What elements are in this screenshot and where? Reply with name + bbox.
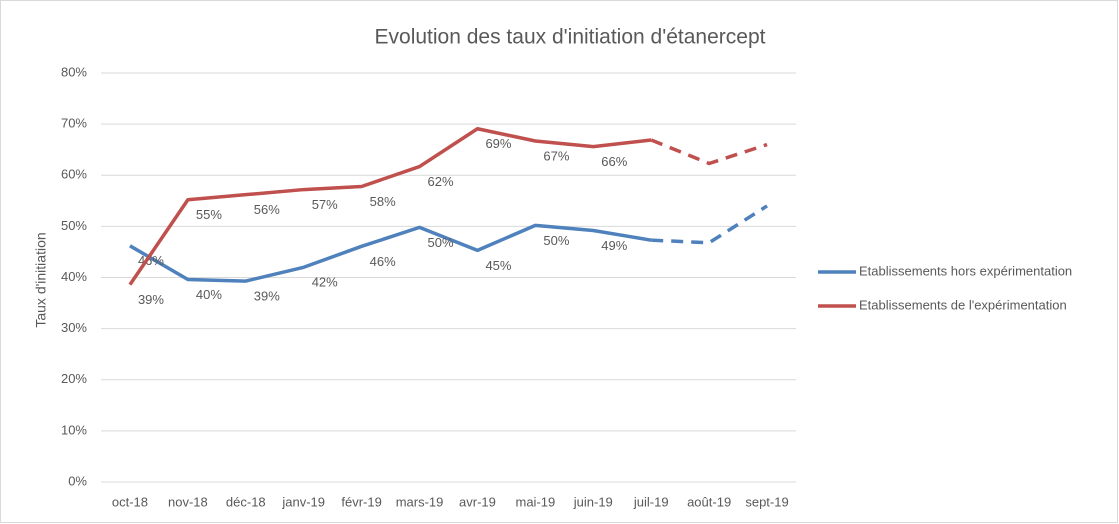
y-tick-label: 30% <box>61 320 87 335</box>
series-line <box>129 223 652 283</box>
x-tick-label: déc-18 <box>226 494 266 509</box>
x-tick-label: août-19 <box>687 494 731 509</box>
data-label: 46% <box>370 254 396 269</box>
y-tick-label: 60% <box>61 167 87 182</box>
y-tick-label: 70% <box>61 116 87 131</box>
x-tick-label: mai-19 <box>516 494 556 509</box>
legend-label: Etablissements hors expérimentation <box>859 263 1072 278</box>
data-label: 49% <box>601 238 627 253</box>
data-label: 62% <box>428 174 454 189</box>
data-label: 69% <box>485 136 511 151</box>
data-label: 50% <box>428 235 454 250</box>
data-label: 58% <box>370 194 396 209</box>
x-tick-label: janv-19 <box>281 494 325 509</box>
x-tick-label: avr-19 <box>459 494 496 509</box>
y-tick-label: 10% <box>61 422 87 437</box>
series-line <box>128 126 652 286</box>
data-label: 57% <box>312 197 338 212</box>
y-tick-label: 0% <box>68 473 87 488</box>
data-label: 50% <box>543 233 569 248</box>
x-tick-label: nov-18 <box>168 494 208 509</box>
legend-label: Etablissements de l'expérimentation <box>859 297 1067 312</box>
data-label: 56% <box>254 202 280 217</box>
y-tick-label: 40% <box>61 269 87 284</box>
data-label: 45% <box>485 258 511 273</box>
y-axis-label: Taux d'initiation <box>33 232 49 327</box>
x-tick-label: oct-18 <box>112 494 148 509</box>
y-tick-label: 20% <box>61 371 87 386</box>
data-label: 55% <box>196 207 222 222</box>
y-tick-label: 50% <box>61 218 87 233</box>
chart-title: Evolution des taux d'initiation d'étaner… <box>375 26 766 49</box>
data-label: 42% <box>312 275 338 290</box>
x-tick-label: sept-19 <box>745 494 788 509</box>
dashed-line <box>650 138 768 166</box>
y-tick-label: 80% <box>61 64 87 79</box>
dashed-line <box>651 204 768 245</box>
data-label: 39% <box>254 289 280 304</box>
data-label: 39% <box>138 292 164 307</box>
x-tick-label: juin-19 <box>573 494 613 509</box>
data-label: 40% <box>196 287 222 302</box>
data-label: 66% <box>601 154 627 169</box>
data-label: 67% <box>543 148 569 163</box>
x-tick-label: févr-19 <box>341 494 381 509</box>
x-tick-label: mars-19 <box>396 494 444 509</box>
x-tick-label: juil-19 <box>633 494 669 509</box>
